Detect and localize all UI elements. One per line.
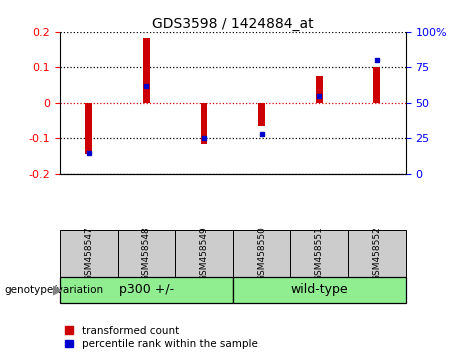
Bar: [118, 230, 175, 278]
Bar: [85, 103, 92, 154]
Bar: [258, 103, 265, 126]
Text: GSM458548: GSM458548: [142, 227, 151, 281]
Text: GSM458551: GSM458551: [315, 227, 324, 281]
Text: p300 +/-: p300 +/-: [119, 284, 174, 296]
Legend: transformed count, percentile rank within the sample: transformed count, percentile rank withi…: [65, 326, 258, 349]
Bar: [175, 230, 233, 278]
Text: GSM458547: GSM458547: [84, 227, 93, 281]
Bar: [143, 38, 150, 103]
Text: ▶: ▶: [53, 284, 62, 296]
Bar: [60, 277, 233, 303]
Text: genotype/variation: genotype/variation: [5, 285, 104, 295]
Text: GSM458549: GSM458549: [200, 227, 208, 281]
Bar: [373, 67, 380, 103]
Bar: [233, 230, 290, 278]
Text: GSM458550: GSM458550: [257, 227, 266, 281]
Bar: [290, 230, 348, 278]
Bar: [201, 103, 207, 144]
Text: wild-type: wild-type: [290, 284, 348, 296]
Bar: [348, 230, 406, 278]
Text: GSM458552: GSM458552: [372, 227, 381, 281]
Bar: [316, 76, 323, 103]
Title: GDS3598 / 1424884_at: GDS3598 / 1424884_at: [152, 17, 313, 31]
Bar: [233, 277, 406, 303]
Bar: [60, 230, 118, 278]
